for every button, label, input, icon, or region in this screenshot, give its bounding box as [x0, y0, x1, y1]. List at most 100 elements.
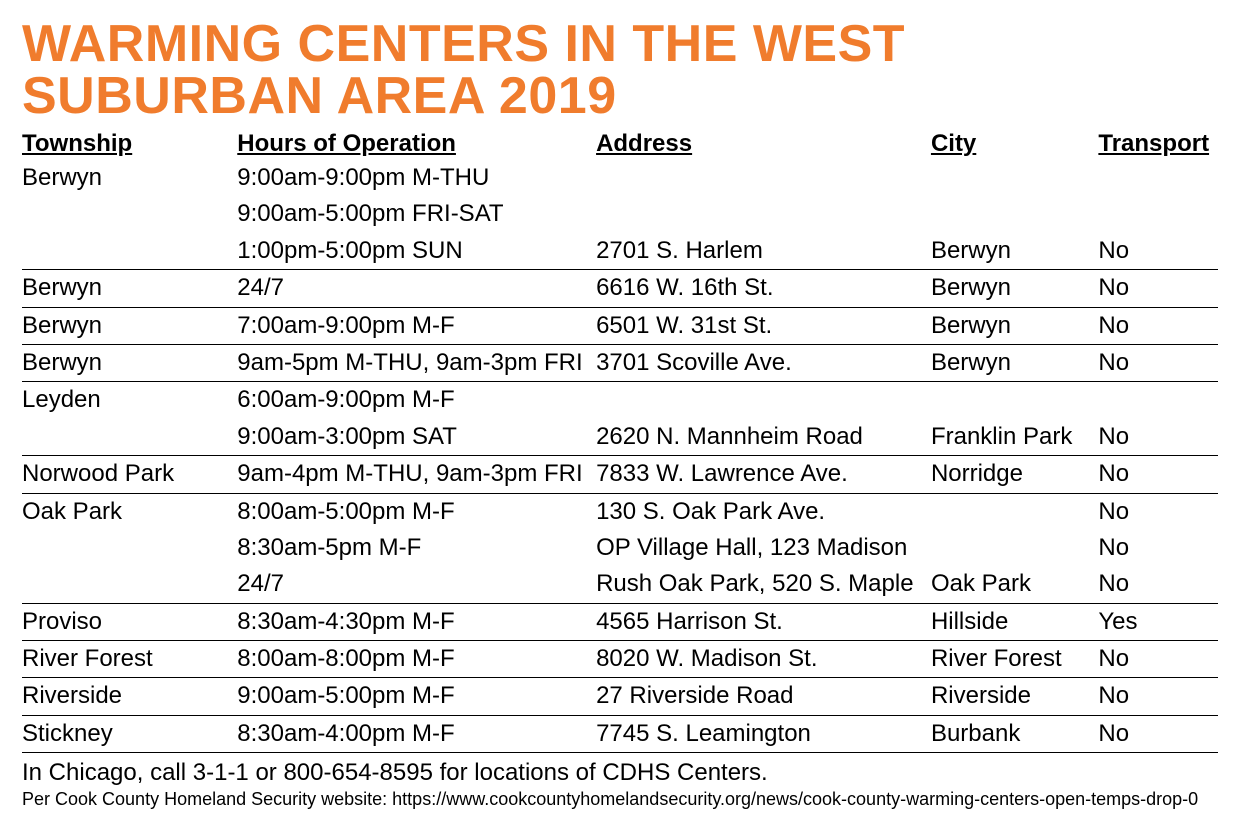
cell-city: Hillside	[931, 603, 1098, 640]
cell-address	[596, 382, 931, 419]
cell-transport: No	[1098, 715, 1218, 752]
table-row: Leyden6:00am-9:00pm M-F	[22, 382, 1218, 419]
table-row: Berwyn24/76616 W. 16th St.BerwynNo	[22, 270, 1218, 307]
cell-township: Berwyn	[22, 307, 237, 344]
cell-transport: No	[1098, 456, 1218, 493]
table-row: Berwyn9:00am-9:00pm M-THU	[22, 160, 1218, 196]
cell-hours: 24/7	[237, 270, 596, 307]
cell-address	[596, 160, 931, 196]
cell-city: Franklin Park	[931, 419, 1098, 456]
cell-address	[596, 196, 931, 232]
cell-township: Oak Park	[22, 493, 237, 530]
cell-township: Berwyn	[22, 344, 237, 381]
cell-hours: 1:00pm-5:00pm SUN	[237, 233, 596, 270]
header-hours: Hours of Operation	[237, 128, 596, 160]
cell-transport: No	[1098, 344, 1218, 381]
cell-transport: No	[1098, 307, 1218, 344]
cell-city: Oak Park	[931, 566, 1098, 603]
cell-township: Riverside	[22, 678, 237, 715]
cell-transport	[1098, 382, 1218, 419]
header-row: Township Hours of Operation Address City…	[22, 128, 1218, 160]
cell-city: Berwyn	[931, 270, 1098, 307]
cell-transport: No	[1098, 678, 1218, 715]
cell-address: 8020 W. Madison St.	[596, 641, 931, 678]
cell-city: Berwyn	[931, 307, 1098, 344]
cell-address: 6616 W. 16th St.	[596, 270, 931, 307]
cell-township	[22, 419, 237, 456]
cell-address: 7833 W. Lawrence Ave.	[596, 456, 931, 493]
cell-city: Riverside	[931, 678, 1098, 715]
cell-township: Proviso	[22, 603, 237, 640]
table-row: Norwood Park9am-4pm M-THU, 9am-3pm FRI78…	[22, 456, 1218, 493]
cell-address: OP Village Hall, 123 Madison	[596, 530, 931, 566]
cell-transport: No	[1098, 530, 1218, 566]
cell-township: Norwood Park	[22, 456, 237, 493]
cell-transport: No	[1098, 270, 1218, 307]
cell-address: 2620 N. Mannheim Road	[596, 419, 931, 456]
cell-transport: No	[1098, 419, 1218, 456]
cell-township	[22, 530, 237, 566]
header-township: Township	[22, 128, 237, 160]
cell-township: River Forest	[22, 641, 237, 678]
cell-township	[22, 566, 237, 603]
cell-city: River Forest	[931, 641, 1098, 678]
table-row: 24/7Rush Oak Park, 520 S. MapleOak ParkN…	[22, 566, 1218, 603]
cell-hours: 8:00am-5:00pm M-F	[237, 493, 596, 530]
cell-township: Stickney	[22, 715, 237, 752]
cell-address: 3701 Scoville Ave.	[596, 344, 931, 381]
table-row: Oak Park8:00am-5:00pm M-F130 S. Oak Park…	[22, 493, 1218, 530]
cell-city	[931, 382, 1098, 419]
cell-hours: 24/7	[237, 566, 596, 603]
cell-address: Rush Oak Park, 520 S. Maple	[596, 566, 931, 603]
cell-city	[931, 160, 1098, 196]
footnote-source: Per Cook County Homeland Security websit…	[22, 789, 1218, 810]
cell-hours: 8:30am-4:30pm M-F	[237, 603, 596, 640]
cell-city: Burbank	[931, 715, 1098, 752]
cell-address: 130 S. Oak Park Ave.	[596, 493, 931, 530]
cell-address: 27 Riverside Road	[596, 678, 931, 715]
cell-transport	[1098, 196, 1218, 232]
centers-table: Township Hours of Operation Address City…	[22, 128, 1218, 753]
cell-township: Leyden	[22, 382, 237, 419]
cell-hours: 8:30am-4:00pm M-F	[237, 715, 596, 752]
table-row: Stickney8:30am-4:00pm M-F7745 S. Leaming…	[22, 715, 1218, 752]
table-row: River Forest8:00am-8:00pm M-F8020 W. Mad…	[22, 641, 1218, 678]
cell-transport: No	[1098, 493, 1218, 530]
cell-hours: 9am-5pm M-THU, 9am-3pm FRI	[237, 344, 596, 381]
table-row: 9:00am-3:00pm SAT2620 N. Mannheim RoadFr…	[22, 419, 1218, 456]
table-row: Proviso8:30am-4:30pm M-F4565 Harrison St…	[22, 603, 1218, 640]
cell-hours: 7:00am-9:00pm M-F	[237, 307, 596, 344]
cell-hours: 9:00am-9:00pm M-THU	[237, 160, 596, 196]
cell-city	[931, 196, 1098, 232]
cell-address: 4565 Harrison St.	[596, 603, 931, 640]
table-row: 8:30am-5pm M-FOP Village Hall, 123 Madis…	[22, 530, 1218, 566]
header-transport: Transport	[1098, 128, 1218, 160]
cell-hours: 8:30am-5pm M-F	[237, 530, 596, 566]
cell-address: 6501 W. 31st St.	[596, 307, 931, 344]
table-row: 1:00pm-5:00pm SUN2701 S. HarlemBerwynNo	[22, 233, 1218, 270]
cell-hours: 6:00am-9:00pm M-F	[237, 382, 596, 419]
page-title: WARMING CENTERS IN THE WEST SUBURBAN ARE…	[22, 18, 1218, 122]
cell-township	[22, 233, 237, 270]
table-row: Berwyn7:00am-9:00pm M-F6501 W. 31st St.B…	[22, 307, 1218, 344]
cell-city	[931, 493, 1098, 530]
cell-transport: Yes	[1098, 603, 1218, 640]
cell-address: 2701 S. Harlem	[596, 233, 931, 270]
header-address: Address	[596, 128, 931, 160]
cell-city: Berwyn	[931, 233, 1098, 270]
cell-hours: 9:00am-5:00pm M-F	[237, 678, 596, 715]
cell-city: Norridge	[931, 456, 1098, 493]
cell-transport	[1098, 160, 1218, 196]
cell-hours: 9:00am-5:00pm FRI-SAT	[237, 196, 596, 232]
footnote-chicago: In Chicago, call 3-1-1 or 800-654-8595 f…	[22, 759, 1218, 787]
table-row: Berwyn9am-5pm M-THU, 9am-3pm FRI3701 Sco…	[22, 344, 1218, 381]
table-row: Riverside9:00am-5:00pm M-F27 Riverside R…	[22, 678, 1218, 715]
cell-township: Berwyn	[22, 160, 237, 196]
cell-transport: No	[1098, 566, 1218, 603]
cell-hours: 8:00am-8:00pm M-F	[237, 641, 596, 678]
cell-city	[931, 530, 1098, 566]
cell-hours: 9am-4pm M-THU, 9am-3pm FRI	[237, 456, 596, 493]
cell-address: 7745 S. Leamington	[596, 715, 931, 752]
cell-city: Berwyn	[931, 344, 1098, 381]
cell-transport: No	[1098, 641, 1218, 678]
